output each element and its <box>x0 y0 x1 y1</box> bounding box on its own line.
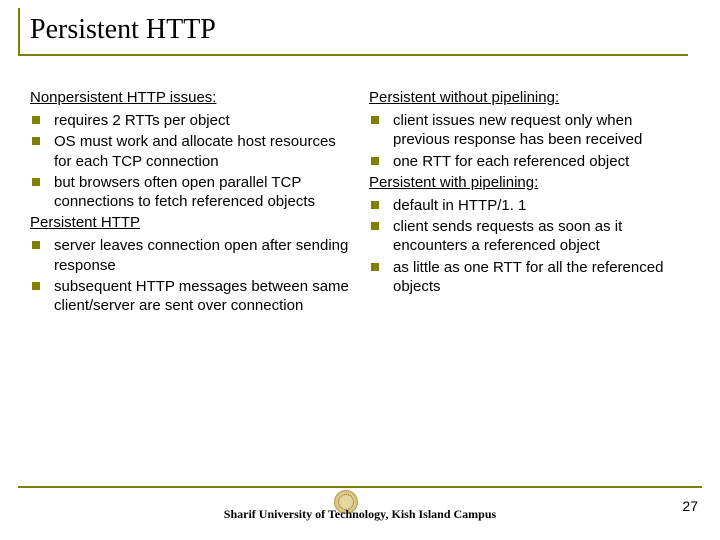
square-bullet-icon <box>371 157 379 165</box>
square-bullet-icon <box>371 222 379 230</box>
content-area: Nonpersistent HTTP issues: requires 2 RT… <box>0 52 720 317</box>
bullet-text: client issues new request only when prev… <box>393 111 690 149</box>
bullet-text: OS must work and allocate host resources… <box>54 132 351 170</box>
left-column: Nonpersistent HTTP issues: requires 2 RT… <box>30 88 351 317</box>
list-item: one RTT for each referenced object <box>369 152 690 171</box>
list-item: OS must work and allocate host resources… <box>30 132 351 170</box>
right-heading-2: Persistent with pipelining: <box>369 173 690 192</box>
right-column: Persistent without pipelining: client is… <box>369 88 690 317</box>
title-rule-vertical <box>18 8 20 54</box>
bullet-text: default in HTTP/1. 1 <box>393 196 690 215</box>
list-item: client issues new request only when prev… <box>369 111 690 149</box>
square-bullet-icon <box>32 178 40 186</box>
square-bullet-icon <box>32 282 40 290</box>
list-item: default in HTTP/1. 1 <box>369 196 690 215</box>
list-item: requires 2 RTTs per object <box>30 111 351 130</box>
bullet-text: subsequent HTTP messages between same cl… <box>54 277 351 315</box>
page-number: 27 <box>682 498 698 514</box>
list-item: as little as one RTT for all the referen… <box>369 258 690 296</box>
bullet-text: one RTT for each referenced object <box>393 152 690 171</box>
footer-rule <box>18 486 702 488</box>
footer-text: Sharif University of Technology, Kish Is… <box>0 507 720 522</box>
bullet-text: but browsers often open parallel TCP con… <box>54 173 351 211</box>
square-bullet-icon <box>371 201 379 209</box>
title-area: Persistent HTTP <box>0 0 720 52</box>
bullet-text: as little as one RTT for all the referen… <box>393 258 690 296</box>
square-bullet-icon <box>371 116 379 124</box>
slide-title: Persistent HTTP <box>30 14 720 52</box>
square-bullet-icon <box>32 241 40 249</box>
square-bullet-icon <box>32 137 40 145</box>
list-item: but browsers often open parallel TCP con… <box>30 173 351 211</box>
square-bullet-icon <box>371 263 379 271</box>
bullet-text: client sends requests as soon as it enco… <box>393 217 690 255</box>
list-item: client sends requests as soon as it enco… <box>369 217 690 255</box>
list-item: server leaves connection open after send… <box>30 236 351 274</box>
right-heading-1: Persistent without pipelining: <box>369 88 690 107</box>
bullet-text: requires 2 RTTs per object <box>54 111 351 130</box>
left-heading-2: Persistent HTTP <box>30 213 351 232</box>
title-rule-horizontal <box>18 54 688 56</box>
list-item: subsequent HTTP messages between same cl… <box>30 277 351 315</box>
left-heading-1: Nonpersistent HTTP issues: <box>30 88 351 107</box>
bullet-text: server leaves connection open after send… <box>54 236 351 274</box>
square-bullet-icon <box>32 116 40 124</box>
